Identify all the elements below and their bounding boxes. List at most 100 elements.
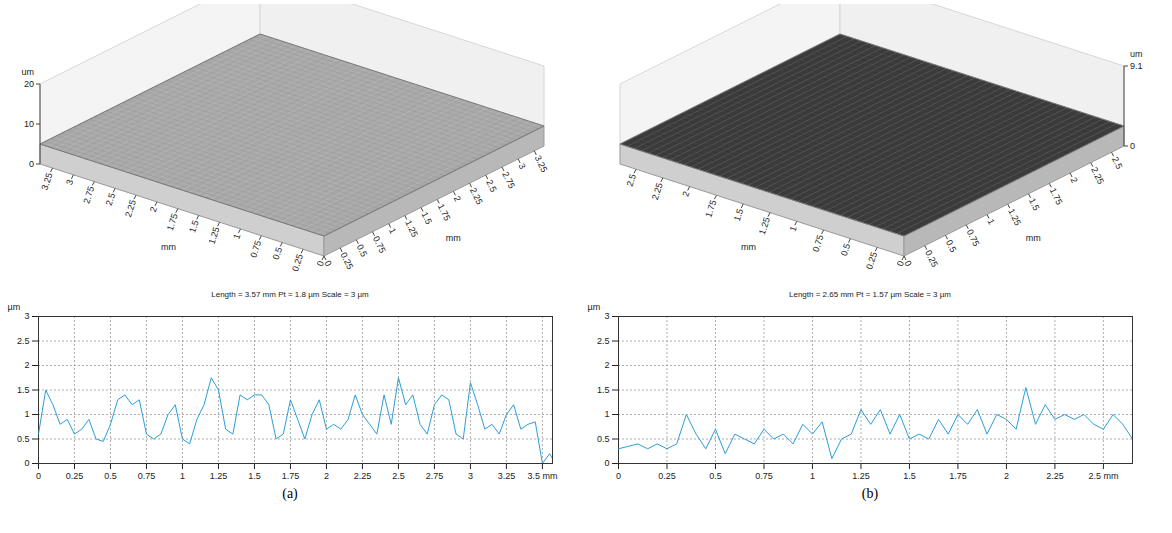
- svg-text:1.5: 1.5: [187, 219, 200, 234]
- svg-text:µm: µm: [8, 302, 21, 312]
- svg-text:0.5: 0.5: [17, 434, 30, 444]
- svg-text:2: 2: [148, 205, 159, 213]
- svg-text:1: 1: [180, 471, 185, 481]
- svg-text:0.75: 0.75: [248, 239, 263, 259]
- svg-text:0.5: 0.5: [597, 434, 610, 444]
- svg-text:1.75: 1.75: [436, 202, 453, 222]
- svg-text:1: 1: [810, 471, 815, 481]
- svg-text:2: 2: [324, 471, 329, 481]
- svg-text:0: 0: [24, 458, 29, 468]
- svg-text:2: 2: [1068, 176, 1079, 185]
- svg-text:1.75: 1.75: [165, 212, 180, 232]
- svg-text:0.5: 0.5: [271, 246, 284, 261]
- svg-text:1.75: 1.75: [1048, 186, 1065, 206]
- svg-text:1.75: 1.75: [282, 471, 300, 481]
- svg-text:2.5 mm: 2.5 mm: [1088, 471, 1118, 481]
- svg-text:mm: mm: [161, 242, 176, 252]
- svg-text:20: 20: [24, 79, 34, 89]
- svg-text:1: 1: [788, 225, 799, 233]
- svg-text:1: 1: [24, 409, 29, 419]
- svg-text:2.5: 2.5: [104, 192, 117, 207]
- svg-text:10: 10: [24, 119, 34, 129]
- svg-text:0.25: 0.25: [658, 471, 676, 481]
- svg-text:2: 2: [1004, 471, 1009, 481]
- svg-text:0: 0: [902, 259, 913, 268]
- svg-text:1.25: 1.25: [1006, 207, 1023, 227]
- svg-text:2.5: 2.5: [484, 178, 498, 194]
- svg-text:2.75: 2.75: [426, 471, 444, 481]
- svg-text:0.25: 0.25: [864, 251, 879, 271]
- svg-text:0.5: 0.5: [355, 243, 369, 259]
- svg-text:1.25: 1.25: [403, 218, 420, 238]
- svg-text:0.5: 0.5: [709, 471, 722, 481]
- svg-text:2.25: 2.25: [1046, 471, 1064, 481]
- svg-text:0.5: 0.5: [839, 242, 852, 257]
- svg-text:0.25: 0.25: [66, 471, 84, 481]
- svg-text:0: 0: [616, 471, 621, 481]
- svg-text:3.5 mm: 3.5 mm: [527, 471, 557, 481]
- svg-text:1.25: 1.25: [210, 471, 228, 481]
- svg-text:2.25: 2.25: [1089, 165, 1106, 185]
- svg-text:2.5: 2.5: [597, 336, 610, 346]
- svg-text:um: um: [21, 67, 34, 77]
- svg-text:0.75: 0.75: [138, 471, 156, 481]
- svg-text:2.5: 2.5: [625, 173, 638, 188]
- svg-text:2: 2: [680, 190, 691, 198]
- svg-text:0: 0: [1130, 141, 1135, 151]
- svg-text:1.5: 1.5: [1027, 197, 1041, 213]
- svg-text:2.5: 2.5: [17, 336, 30, 346]
- svg-text:0: 0: [36, 471, 41, 481]
- svg-text:2: 2: [24, 360, 29, 370]
- svg-text:2.75: 2.75: [500, 170, 517, 190]
- svg-text:mm: mm: [1026, 233, 1041, 243]
- svg-text:1: 1: [985, 217, 996, 226]
- svg-text:2.25: 2.25: [123, 199, 138, 219]
- svg-text:mm: mm: [446, 233, 461, 243]
- svg-text:1.5: 1.5: [248, 471, 261, 481]
- svg-text:2: 2: [604, 360, 609, 370]
- svg-text:0.25: 0.25: [923, 248, 940, 268]
- svg-text:3.25: 3.25: [498, 471, 516, 481]
- svg-text:3: 3: [64, 178, 75, 186]
- svg-text:0.75: 0.75: [755, 471, 773, 481]
- svg-text:2.75: 2.75: [81, 185, 96, 205]
- svg-text:1.5: 1.5: [419, 210, 433, 226]
- svg-text:3.25: 3.25: [533, 154, 550, 174]
- svg-text:0.75: 0.75: [811, 233, 826, 253]
- svg-text:0.75: 0.75: [965, 228, 982, 248]
- svg-text:3: 3: [516, 162, 527, 171]
- svg-text:1.25: 1.25: [207, 226, 222, 246]
- svg-text:1.25: 1.25: [852, 471, 870, 481]
- svg-text:1.5: 1.5: [597, 385, 610, 395]
- svg-text:0.5: 0.5: [944, 238, 958, 254]
- svg-text:3.25: 3.25: [39, 172, 54, 192]
- svg-text:0.5: 0.5: [104, 471, 117, 481]
- svg-text:2.25: 2.25: [650, 181, 665, 201]
- svg-text:um: um: [1130, 49, 1143, 59]
- svg-text:1: 1: [231, 232, 242, 240]
- svg-text:1.5: 1.5: [903, 471, 916, 481]
- svg-text:0.25: 0.25: [339, 251, 356, 271]
- svg-text:3: 3: [604, 311, 609, 321]
- svg-text:2.25: 2.25: [468, 186, 485, 206]
- svg-text:1.5: 1.5: [17, 385, 30, 395]
- svg-text:9.1: 9.1: [1130, 61, 1143, 71]
- svg-text:1: 1: [604, 409, 609, 419]
- svg-text:3: 3: [468, 471, 473, 481]
- svg-text:1.5: 1.5: [732, 207, 745, 222]
- svg-text:2.5: 2.5: [392, 471, 405, 481]
- svg-text:0.25: 0.25: [290, 253, 305, 273]
- svg-text:1.75: 1.75: [949, 471, 967, 481]
- svg-text:3: 3: [24, 311, 29, 321]
- svg-text:1: 1: [387, 227, 398, 236]
- svg-text:µm: µm: [588, 302, 601, 312]
- svg-text:2: 2: [452, 194, 463, 203]
- svg-text:0: 0: [29, 159, 34, 169]
- svg-text:2.5: 2.5: [1110, 155, 1124, 171]
- svg-text:mm: mm: [741, 242, 756, 252]
- svg-text:1.25: 1.25: [757, 216, 772, 236]
- svg-text:0: 0: [322, 259, 333, 268]
- svg-text:2.25: 2.25: [354, 471, 372, 481]
- svg-text:0: 0: [604, 458, 609, 468]
- svg-text:1.75: 1.75: [703, 199, 718, 219]
